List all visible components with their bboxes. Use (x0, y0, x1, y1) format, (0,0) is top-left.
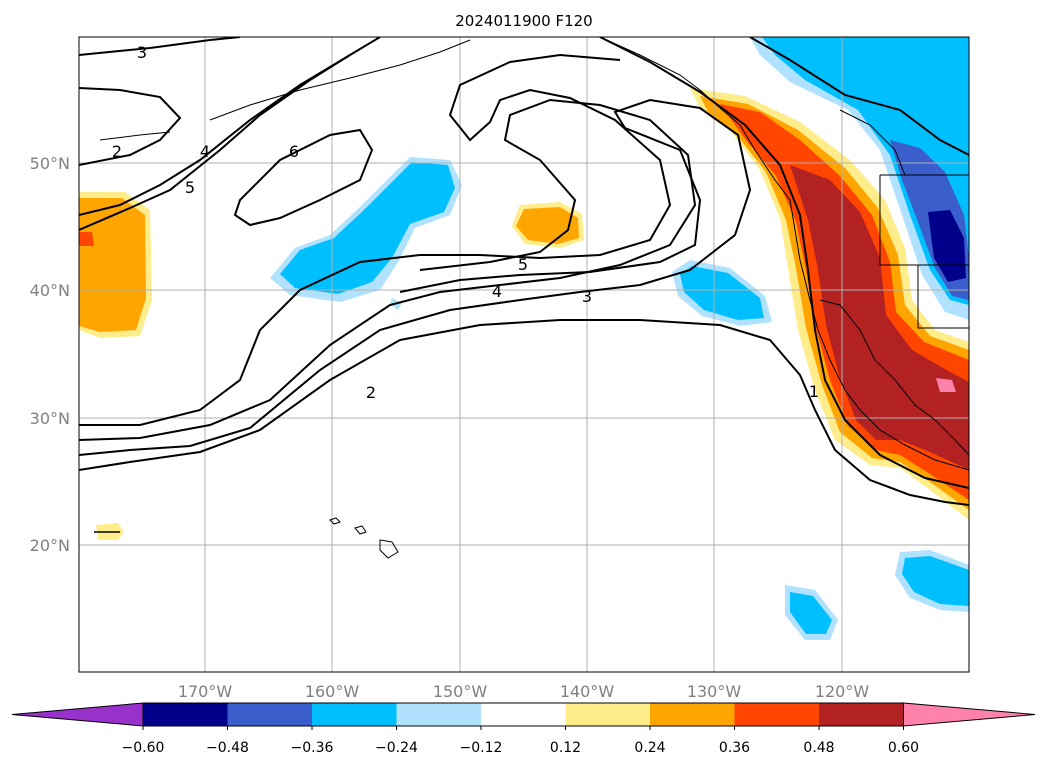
lon-label: 150°W (433, 682, 488, 701)
colorbar-tick-label: 0.24 (634, 740, 665, 756)
contour-3 (79, 98, 752, 456)
anomaly-fill (79, 37, 969, 640)
lat-label: 20°N (30, 536, 70, 555)
colorbar-segment (734, 703, 820, 726)
contour-2 (79, 319, 969, 506)
contour-label: 3 (582, 287, 592, 306)
colorbar-segment (396, 703, 482, 726)
lon-label: 140°W (560, 682, 615, 701)
lat-label: 40°N (30, 281, 70, 300)
colorbar-tick-label: −0.48 (206, 740, 249, 756)
colorbar-tick-label: −0.24 (375, 740, 418, 756)
colorbar-segment (312, 703, 397, 726)
colorbar-tick-label: 0.36 (719, 740, 750, 756)
contour-label: 4 (492, 282, 502, 301)
colorbar: −0.60 −0.48 −0.36 −0.24 −0.12 0.12 0.24 0.36 0.4… (11, 702, 1036, 756)
lon-label: 120°W (815, 682, 870, 701)
map-panel: 3 2 4 5 6 5 4 3 2 1 (79, 37, 969, 672)
colorbar-segment (650, 703, 735, 726)
lat-label: 50°N (30, 154, 70, 173)
contour-label: 2 (112, 142, 122, 161)
lat-labels: 50°N 40°N 30°N 20°N (30, 154, 70, 555)
colorbar-segment (481, 703, 566, 726)
colorbar-segment (143, 703, 228, 726)
lon-label: 130°W (687, 682, 742, 701)
contour-labels: 3 2 4 5 6 5 4 3 2 1 (112, 43, 819, 402)
contour-1 (599, 37, 969, 489)
contour-4 (79, 98, 697, 441)
colorbar-tick-label: 0.12 (550, 740, 581, 756)
contour-6 (233, 128, 374, 227)
map-title: 2024011900 F120 (455, 12, 592, 30)
contour-label: 6 (289, 142, 299, 161)
contour-label: 5 (518, 255, 528, 274)
contour-label: 5 (185, 178, 195, 197)
colorbar-frame (142, 702, 904, 727)
colorbar-segment (565, 703, 651, 726)
contour-label: 1 (809, 382, 819, 401)
colorbar-extend-low (11, 702, 144, 727)
contour-label: 3 (137, 43, 147, 62)
colorbar-tick-label: −0.36 (291, 740, 334, 756)
lon-label: 160°W (305, 682, 360, 701)
contour-label: 2 (366, 383, 376, 402)
height-contours (79, 37, 969, 506)
gridlines (79, 37, 969, 672)
colorbar-tick-label: 0.60 (888, 740, 919, 756)
contour-5 (79, 53, 672, 426)
map-frame (78, 36, 970, 673)
lat-label: 30°N (30, 409, 70, 428)
colorbar-tick-label: −0.60 (122, 740, 165, 756)
lon-label: 170°W (178, 682, 233, 701)
colorbar-tick-label: 0.48 (803, 740, 834, 756)
colorbar-segment (819, 703, 904, 726)
colorbar-tick-label: −0.12 (460, 740, 503, 756)
colorbar-segment (227, 703, 313, 726)
contour-label: 4 (200, 142, 210, 161)
lon-labels: 170°W 160°W 150°W 140°W 130°W 120°W (178, 682, 870, 701)
colorbar-extend-high (903, 702, 1036, 727)
